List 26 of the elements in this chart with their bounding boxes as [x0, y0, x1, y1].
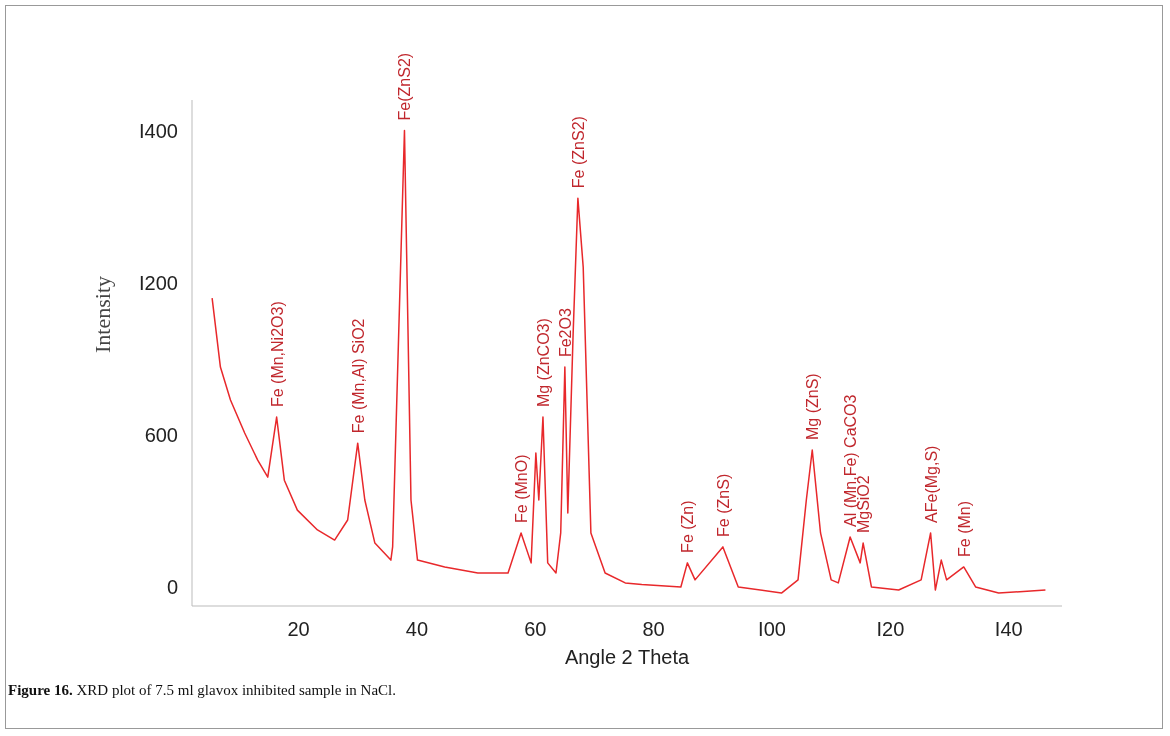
x-tick-label: I40 — [994, 618, 1023, 641]
y-tick-label: 0 — [166, 576, 178, 599]
annotation: Fe (MnO) — [513, 454, 531, 523]
annotation: Fe (Mn,Ni2O3) — [268, 301, 286, 408]
x-tick-label: 40 — [405, 618, 429, 641]
y-tick-label: I200 — [139, 271, 178, 294]
x-axis-title: Angle 2 Theta — [564, 646, 690, 668]
y-tick-label: I400 — [139, 119, 178, 142]
annotation: Fe (Mn) — [955, 500, 973, 557]
annotation: Fe (Zn) — [679, 500, 697, 553]
x-tick-label: 60 — [524, 618, 547, 641]
x-tick-label: I00 — [758, 618, 786, 641]
annotation: Mg (ZnS) — [804, 373, 822, 441]
x-tick-label: 20 — [287, 618, 310, 641]
annotation: Fe(ZnS2) — [396, 52, 414, 121]
annotation: Fe (Mn,Al) SiO2 — [349, 318, 367, 434]
y-tick-label: 600 — [144, 423, 178, 446]
annotation: AFe(Mg,S) — [922, 445, 940, 523]
y-axis-title: Intensity — [89, 276, 115, 353]
caption: Figure 16. XRD plot of 7.5 ml glavox inhibited sample in NaCl. — [8, 682, 397, 699]
annotation: Fe (ZnS2) — [569, 116, 587, 189]
x-tick-label: I20 — [876, 618, 905, 641]
annotation: Fe (ZnS) — [714, 473, 732, 537]
x-tick-label: 80 — [642, 618, 665, 641]
annotation: Fe2O3 — [556, 308, 574, 358]
annotation: Mg (ZnCO3) — [534, 318, 552, 408]
